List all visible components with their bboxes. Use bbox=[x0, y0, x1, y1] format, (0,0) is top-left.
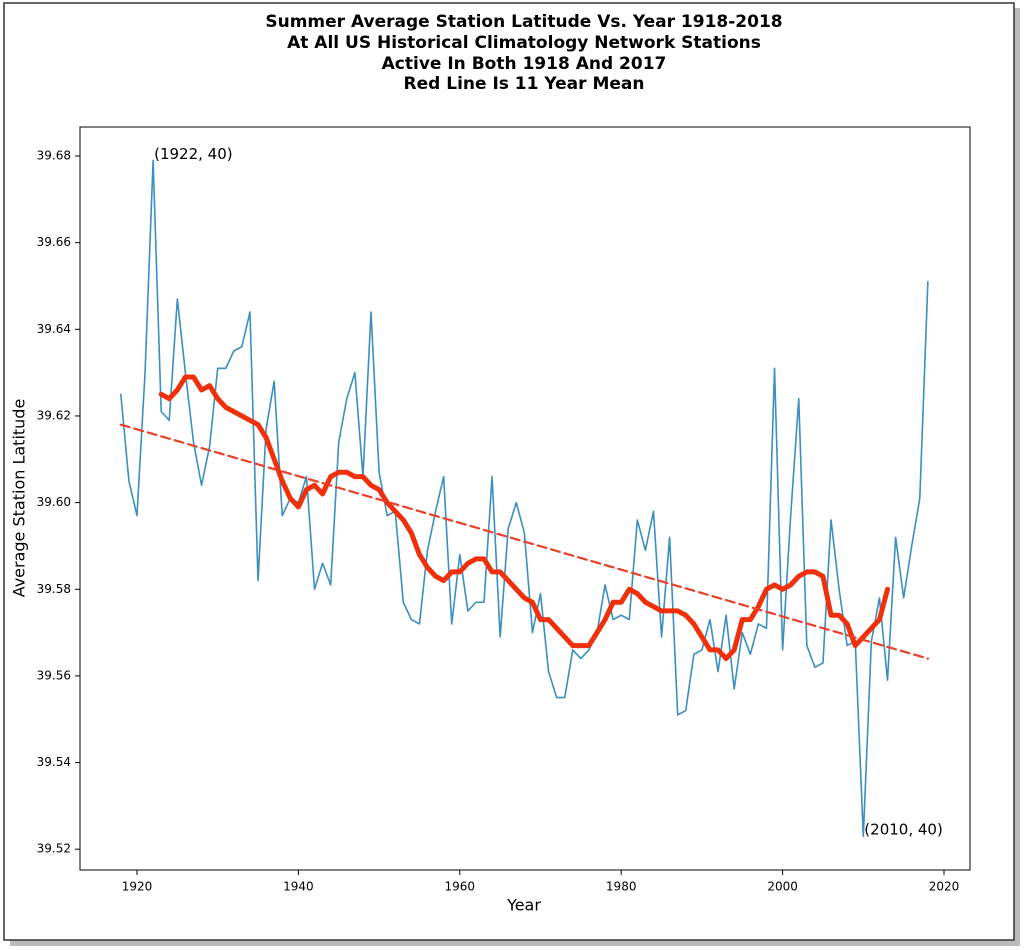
x-tick-label: 2020 bbox=[929, 880, 960, 894]
x-tick-label: 2000 bbox=[767, 880, 798, 894]
y-tick-label: 39.66 bbox=[37, 235, 71, 249]
y-tick-label: 39.52 bbox=[37, 842, 71, 856]
y-tick-label: 39.62 bbox=[37, 408, 71, 422]
annotation: (2010, 40) bbox=[864, 821, 943, 839]
y-tick-label: 39.68 bbox=[37, 149, 71, 163]
x-tick-label: 1940 bbox=[283, 880, 314, 894]
frame bbox=[3, 2, 1015, 941]
y-tick-label: 39.56 bbox=[37, 668, 71, 682]
y-tick-label: 39.54 bbox=[37, 755, 71, 769]
chart-title: Red Line Is 11 Year Mean bbox=[404, 74, 645, 94]
chart-title: At All US Historical Climatology Network… bbox=[287, 33, 761, 53]
line-series bbox=[119, 423, 929, 660]
annotation: (1922, 40) bbox=[154, 145, 233, 163]
chart-title: Active In Both 1918 And 2017 bbox=[382, 54, 667, 74]
y-axis-label: Average Station Latitude bbox=[10, 399, 29, 598]
y-tick-label: 39.58 bbox=[37, 582, 71, 596]
x-tick-label: 1980 bbox=[606, 880, 637, 894]
plot-frame bbox=[79, 126, 971, 871]
line-series bbox=[158, 374, 891, 662]
x-tick-label: 1920 bbox=[122, 880, 153, 894]
x-axis-label: Year bbox=[506, 896, 541, 915]
chart-title: Summer Average Station Latitude Vs. Year… bbox=[265, 12, 782, 32]
y-tick-label: 39.60 bbox=[37, 495, 71, 509]
x-tick-label: 1960 bbox=[445, 880, 476, 894]
line-series bbox=[120, 159, 929, 838]
y-tick-label: 39.64 bbox=[37, 322, 71, 336]
